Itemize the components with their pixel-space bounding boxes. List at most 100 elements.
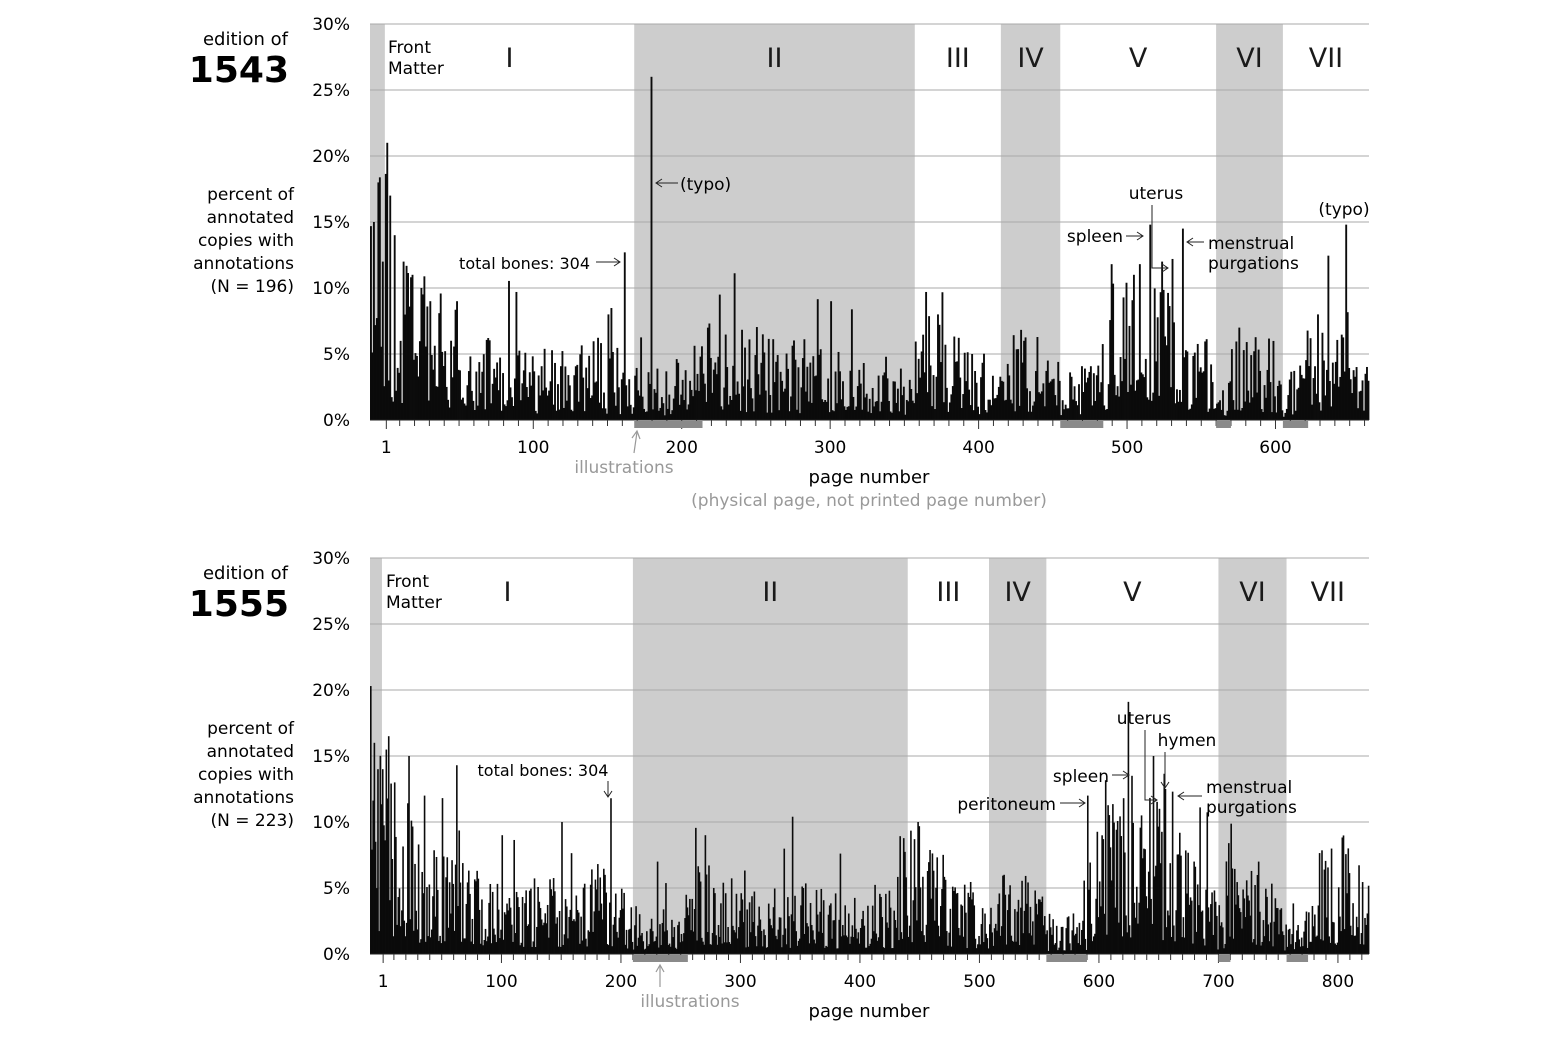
bar: [1223, 948, 1225, 954]
bar: [1181, 228, 1184, 420]
bar: [968, 389, 971, 420]
bar: [1170, 387, 1172, 420]
bar: [453, 346, 456, 420]
bar: [1144, 849, 1146, 954]
bar: [1147, 871, 1150, 954]
bar: [893, 381, 896, 420]
bar: [421, 871, 423, 954]
bar: [532, 941, 535, 954]
bar: [643, 408, 646, 420]
bar: [917, 822, 919, 954]
bar: [1305, 911, 1308, 954]
bar: [1051, 379, 1054, 420]
bar: [585, 938, 587, 954]
bar: [396, 367, 399, 420]
bar: [938, 936, 941, 954]
bar: [1259, 911, 1261, 954]
bar: [870, 413, 873, 420]
bar: [1078, 922, 1081, 954]
bar: [892, 948, 894, 954]
bar: [1052, 919, 1054, 954]
bar: [483, 940, 486, 954]
bar: [699, 356, 702, 420]
bar: [701, 346, 703, 420]
bar: [494, 377, 497, 420]
bar: [506, 903, 508, 954]
bar: [1262, 920, 1265, 954]
bar: [485, 941, 488, 954]
y-axis-label-line4: annotations: [193, 254, 294, 274]
bar: [1217, 949, 1219, 954]
bar: [806, 366, 809, 420]
bar: [586, 388, 589, 420]
bar: [1030, 935, 1033, 954]
illustration-range-2: [1216, 421, 1231, 428]
bar: [1018, 945, 1021, 954]
bar: [1069, 372, 1072, 420]
bar: [1235, 341, 1238, 420]
bar: [479, 943, 482, 954]
bar: [1023, 340, 1026, 420]
bar: [1285, 924, 1287, 954]
bar: [1033, 401, 1036, 420]
bar: [1357, 408, 1360, 420]
bar: [1245, 880, 1248, 954]
bar: [758, 394, 761, 420]
bar: [715, 374, 718, 420]
bar: [583, 883, 586, 954]
bar: [649, 383, 651, 420]
bar: [1188, 904, 1191, 954]
bar: [603, 392, 605, 420]
bar: [1312, 926, 1315, 954]
bar: [1130, 384, 1132, 420]
bar: [901, 938, 904, 954]
bar: [857, 932, 860, 954]
bar: [1219, 400, 1221, 420]
annotation-uterus: uterus: [1129, 184, 1184, 204]
bar: [652, 409, 654, 420]
bar: [983, 353, 985, 420]
bar: [540, 366, 543, 420]
y-tick-label: 10%: [312, 279, 350, 299]
bar: [1196, 343, 1199, 420]
bar: [698, 872, 701, 954]
bar: [800, 905, 802, 954]
bar: [568, 385, 571, 420]
bar: [851, 925, 854, 954]
bar: [1106, 409, 1109, 420]
bar: [919, 887, 922, 954]
bar: [1066, 408, 1069, 420]
bar: [1181, 937, 1183, 954]
bar: [992, 945, 995, 954]
bar: [1088, 371, 1091, 420]
bar: [1098, 392, 1101, 420]
bar: [973, 905, 976, 954]
section-label-V: V: [1123, 577, 1142, 608]
bar: [1266, 896, 1268, 954]
bar: [1133, 902, 1136, 954]
bar: [442, 856, 445, 954]
bar: [776, 355, 779, 420]
bar: [647, 372, 650, 420]
bar: [1265, 397, 1267, 420]
bar: [1297, 925, 1299, 954]
bar: [666, 408, 669, 420]
illustration-range-3: [1286, 955, 1309, 962]
bar: [499, 938, 501, 954]
bar: [565, 906, 568, 954]
bar: [1164, 789, 1167, 954]
bar: [1159, 292, 1162, 420]
y-tick-labels: 0%5%10%15%20%25%30%: [312, 549, 350, 965]
bar: [793, 921, 795, 954]
bar: [1002, 875, 1004, 954]
bar: [1042, 925, 1045, 954]
bar: [1177, 401, 1180, 420]
bar: [1060, 415, 1063, 420]
bar: [1103, 913, 1106, 954]
bar: [1337, 386, 1340, 420]
bar: [1109, 847, 1112, 954]
bar: [507, 910, 510, 954]
bar: [635, 906, 637, 954]
bar: [797, 367, 800, 420]
bar: [988, 924, 991, 954]
